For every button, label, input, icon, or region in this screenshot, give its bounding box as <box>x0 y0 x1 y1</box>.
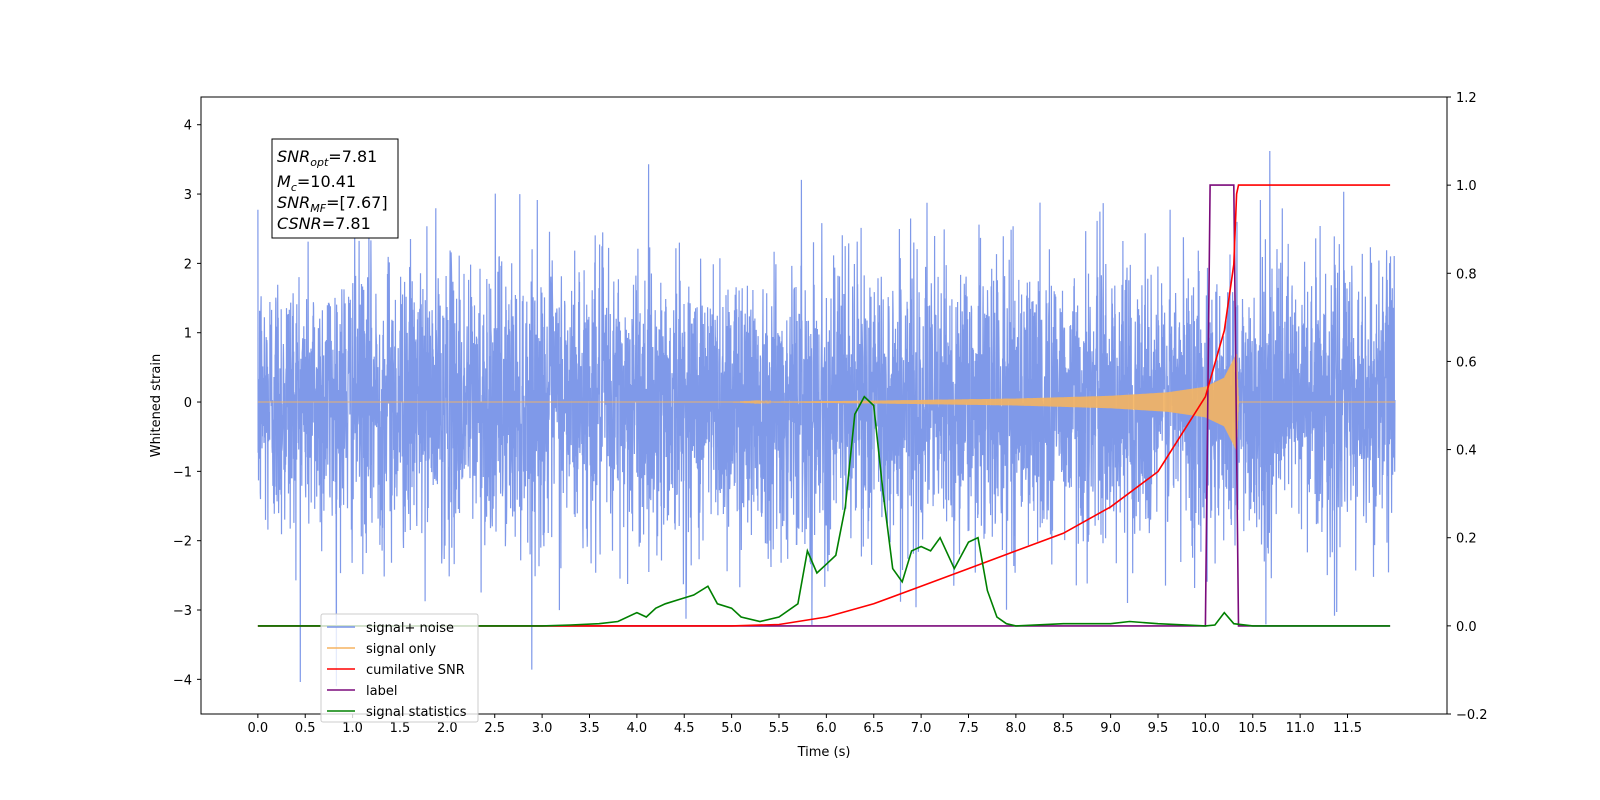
x-tick-label: 3.0 <box>532 721 553 736</box>
y-tick-label: −4 <box>173 673 192 688</box>
y2-tick-label: −0.2 <box>1456 708 1488 723</box>
y-axis-left: 4 3 2 1 0 −1 −2 −3 −4 <box>173 119 201 688</box>
info-mc: Mc=10.41 <box>277 172 356 194</box>
x-tick-label: 1.5 <box>390 721 411 736</box>
y-tick-label: −3 <box>173 604 192 619</box>
info-snr-opt: SNRopt=7.81 <box>277 147 377 169</box>
series-signal-only-line <box>257 354 1395 451</box>
plot-area <box>257 150 1396 687</box>
x-tick-label: 10.0 <box>1191 721 1220 736</box>
y-tick-label: −2 <box>173 535 192 550</box>
x-tick-label: 4.0 <box>627 721 648 736</box>
x-tick-label: 0.0 <box>248 721 269 736</box>
x-tick-label: 6.5 <box>863 721 884 736</box>
y2-tick-label: 0.2 <box>1456 532 1477 547</box>
y-axis-label: Whitened strain <box>149 354 164 457</box>
x-tick-label: 10.5 <box>1238 721 1267 736</box>
y-tick-label: 2 <box>184 257 192 272</box>
legend-label: signal only <box>366 642 436 657</box>
y-tick-label: 1 <box>184 327 192 342</box>
plot-frame <box>200 96 1448 715</box>
x-tick-label: 9.5 <box>1148 721 1169 736</box>
info-box: SNRopt=7.81 Mc=10.41 SNRMF=[7.67] CSNR=7… <box>271 138 399 239</box>
x-tick-label: 2.0 <box>437 721 458 736</box>
x-axis-label: Time (s) <box>797 745 851 760</box>
info-box-frame <box>271 138 399 239</box>
legend-frame <box>320 613 479 723</box>
x-tick-label: 11.0 <box>1286 721 1315 736</box>
x-tick-label: 2.5 <box>484 721 505 736</box>
y-tick-label: 4 <box>184 119 192 134</box>
legend: signal+ noise signal only cumilative SNR la… <box>320 613 479 723</box>
y-tick-label: −1 <box>173 465 192 480</box>
legend-label: label <box>366 684 397 699</box>
x-tick-label: 11.5 <box>1333 721 1362 736</box>
y2-tick-label: 0.6 <box>1456 355 1477 370</box>
info-csnr: CSNR=7.81 <box>277 214 371 233</box>
x-tick-label: 4.5 <box>674 721 695 736</box>
x-axis: 0.0 0.5 1.0 1.5 2.0 2.5 3.0 3.5 4.0 4.5 5.0 5.5 6.0 6… <box>248 714 1362 736</box>
y-tick-label: 3 <box>184 188 192 203</box>
series-signal-statistics-line <box>257 395 1391 627</box>
y2-tick-label: 0.4 <box>1456 444 1477 459</box>
legend-label: signal+ noise <box>366 621 454 636</box>
series-cumulative-snr-line <box>257 184 1391 627</box>
x-tick-label: 7.5 <box>958 721 979 736</box>
series-signal-noise-line <box>257 150 1396 687</box>
x-tick-label: 5.5 <box>769 721 790 736</box>
y-axis-right: 1.2 1.0 0.8 0.6 0.4 0.2 0.0 −0.2 <box>1447 91 1488 723</box>
legend-label: cumilative SNR <box>366 663 465 678</box>
y-tick-label: 0 <box>184 396 192 411</box>
x-tick-label: 8.0 <box>1006 721 1027 736</box>
x-tick-label: 0.5 <box>295 721 316 736</box>
x-tick-label: 9.0 <box>1100 721 1121 736</box>
x-tick-label: 3.5 <box>579 721 600 736</box>
x-tick-label: 1.0 <box>342 721 363 736</box>
y2-tick-label: 1.2 <box>1456 91 1477 106</box>
x-tick-label: 5.0 <box>721 721 742 736</box>
legend-label: signal statistics <box>366 705 467 720</box>
info-snr-mf: SNRMF=[7.67] <box>277 193 388 215</box>
y2-tick-label: 1.0 <box>1456 179 1477 194</box>
y2-tick-label: 0.8 <box>1456 267 1477 282</box>
x-tick-label: 8.5 <box>1053 721 1074 736</box>
x-tick-label: 7.0 <box>911 721 932 736</box>
y2-tick-label: 0.0 <box>1456 620 1477 635</box>
x-tick-label: 6.0 <box>816 721 837 736</box>
